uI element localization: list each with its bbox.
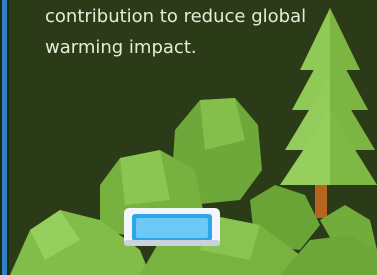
page: contribution to reduce global warming im… [0,0,377,275]
text-line: warming impact. [45,37,197,58]
text-line: contribution to reduce global [45,6,306,27]
illustration: contribution to reduce global warming im… [0,0,377,275]
pool [124,208,220,246]
edge-accent [2,0,7,275]
